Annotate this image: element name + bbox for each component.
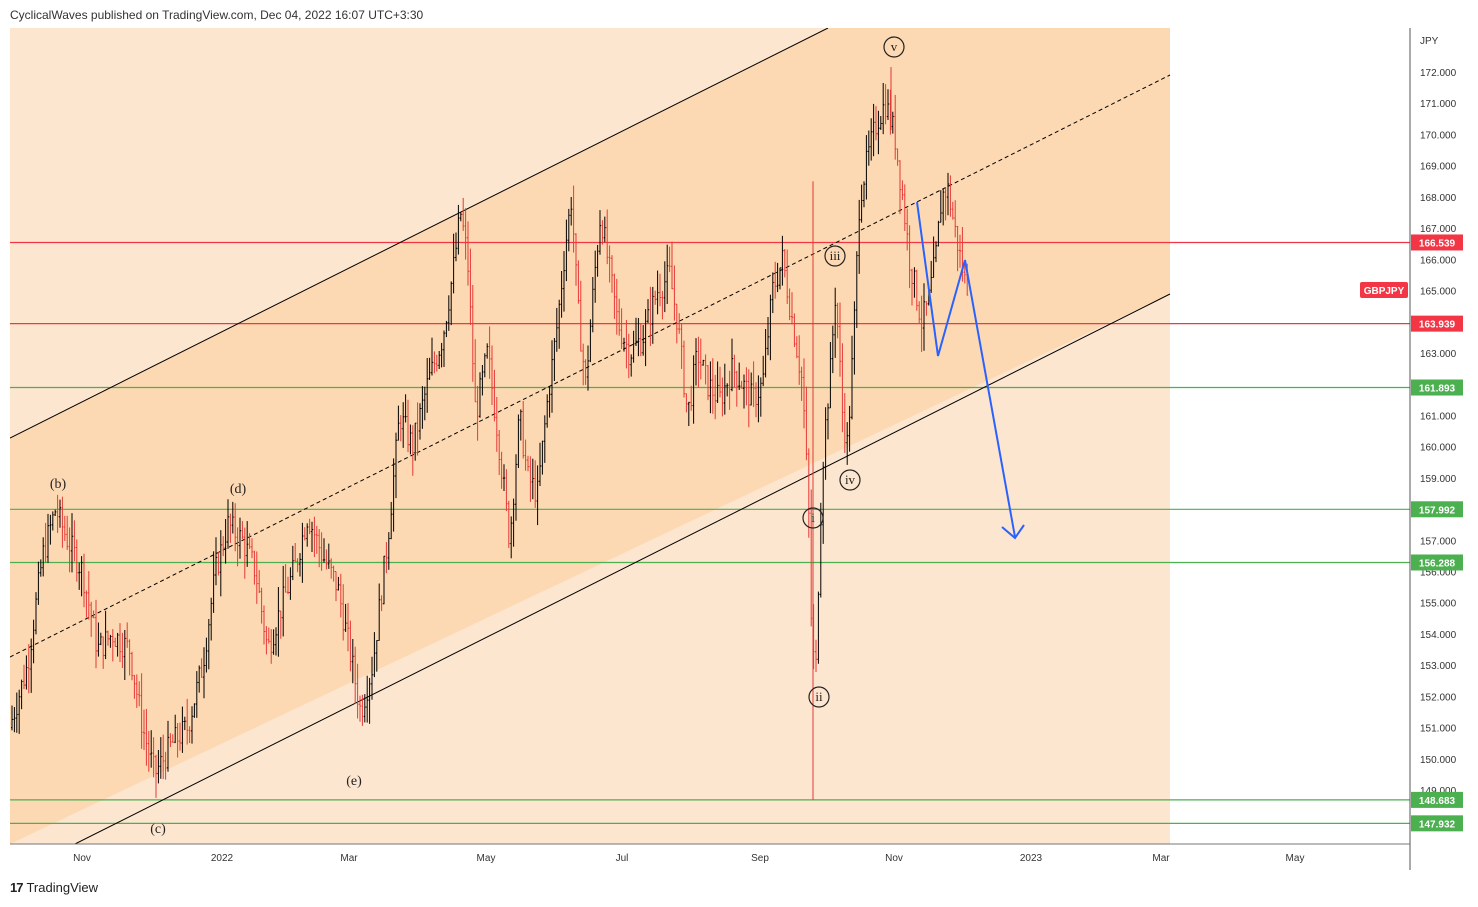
time-tick-1: 2022 bbox=[211, 853, 234, 864]
price-tick-17: 169.000 bbox=[1420, 162, 1457, 173]
wave-label-7: iv bbox=[845, 472, 856, 487]
price-tick-15: 167.000 bbox=[1420, 224, 1457, 235]
time-tick-3: May bbox=[477, 853, 496, 864]
level-badge-label-6: 147.932 bbox=[1419, 819, 1456, 830]
price-tick-2: 151.000 bbox=[1420, 724, 1457, 735]
wave-label-1: (c) bbox=[150, 822, 166, 837]
wave-label-0: (b) bbox=[50, 477, 67, 492]
tradingview-logo-icon: 17 bbox=[10, 880, 22, 895]
wave-label-5: ii bbox=[815, 689, 823, 704]
price-tick-11: 161.000 bbox=[1420, 411, 1457, 422]
wave-label-3: (e) bbox=[346, 774, 362, 789]
price-tick-3: 152.000 bbox=[1420, 692, 1457, 703]
wave-label-4: i bbox=[811, 510, 815, 525]
price-tick-20: 172.000 bbox=[1420, 68, 1457, 79]
time-tick-4: Jul bbox=[616, 853, 629, 864]
level-badge-label-3: 157.992 bbox=[1419, 505, 1456, 516]
time-tick-5: Sep bbox=[751, 853, 769, 864]
price-axis[interactable]: JPY 149.000150.000151.000152.000153.0001… bbox=[1420, 36, 1457, 797]
price-tick-16: 168.000 bbox=[1420, 193, 1457, 204]
level-badge-label-2: 161.893 bbox=[1419, 384, 1456, 395]
price-tick-9: 159.000 bbox=[1420, 474, 1457, 485]
price-tick-4: 153.000 bbox=[1420, 661, 1457, 672]
wave-label-8: v bbox=[891, 39, 898, 54]
level-badge-label-0: 166.539 bbox=[1419, 238, 1456, 249]
price-tick-10: 160.000 bbox=[1420, 443, 1457, 454]
price-badges: 166.539 163.939 161.893 157.992 156.288 148.6… bbox=[1411, 234, 1463, 831]
price-tick-19: 171.000 bbox=[1420, 99, 1457, 110]
time-tick-8: Mar bbox=[1152, 853, 1170, 864]
price-tick-12: 163.000 bbox=[1420, 349, 1457, 360]
time-tick-9: May bbox=[1286, 853, 1305, 864]
symbol-label: GBPJPY bbox=[1364, 286, 1405, 297]
price-tick-1: 150.000 bbox=[1420, 755, 1457, 766]
level-badge-label-1: 163.939 bbox=[1419, 320, 1456, 331]
time-tick-6: Nov bbox=[885, 853, 903, 864]
time-axis[interactable]: Nov 2022 Mar May Jul Sep Nov 2023 Mar May bbox=[73, 853, 1304, 864]
price-axis-unit: JPY bbox=[1420, 36, 1439, 47]
time-tick-7: 2023 bbox=[1020, 853, 1043, 864]
price-tick-5: 154.000 bbox=[1420, 630, 1457, 641]
price-tick-6: 155.000 bbox=[1420, 599, 1457, 610]
wave-label-6: iii bbox=[830, 248, 841, 263]
tradingview-brand[interactable]: TradingView bbox=[26, 880, 98, 895]
level-badge-label-5: 148.683 bbox=[1419, 796, 1456, 807]
footer: 17 TradingView bbox=[10, 880, 98, 895]
symbol-badge: GBPJPY bbox=[1360, 282, 1408, 298]
level-badge-label-4: 156.288 bbox=[1419, 558, 1456, 569]
price-tick-8: 157.000 bbox=[1420, 536, 1457, 547]
wave-label-2: (d) bbox=[230, 482, 247, 497]
price-tick-13: 165.000 bbox=[1420, 287, 1457, 298]
time-tick-0: Nov bbox=[73, 853, 91, 864]
time-tick-2: Mar bbox=[340, 853, 358, 864]
price-tick-14: 166.000 bbox=[1420, 255, 1457, 266]
price-tick-18: 170.000 bbox=[1420, 130, 1457, 141]
